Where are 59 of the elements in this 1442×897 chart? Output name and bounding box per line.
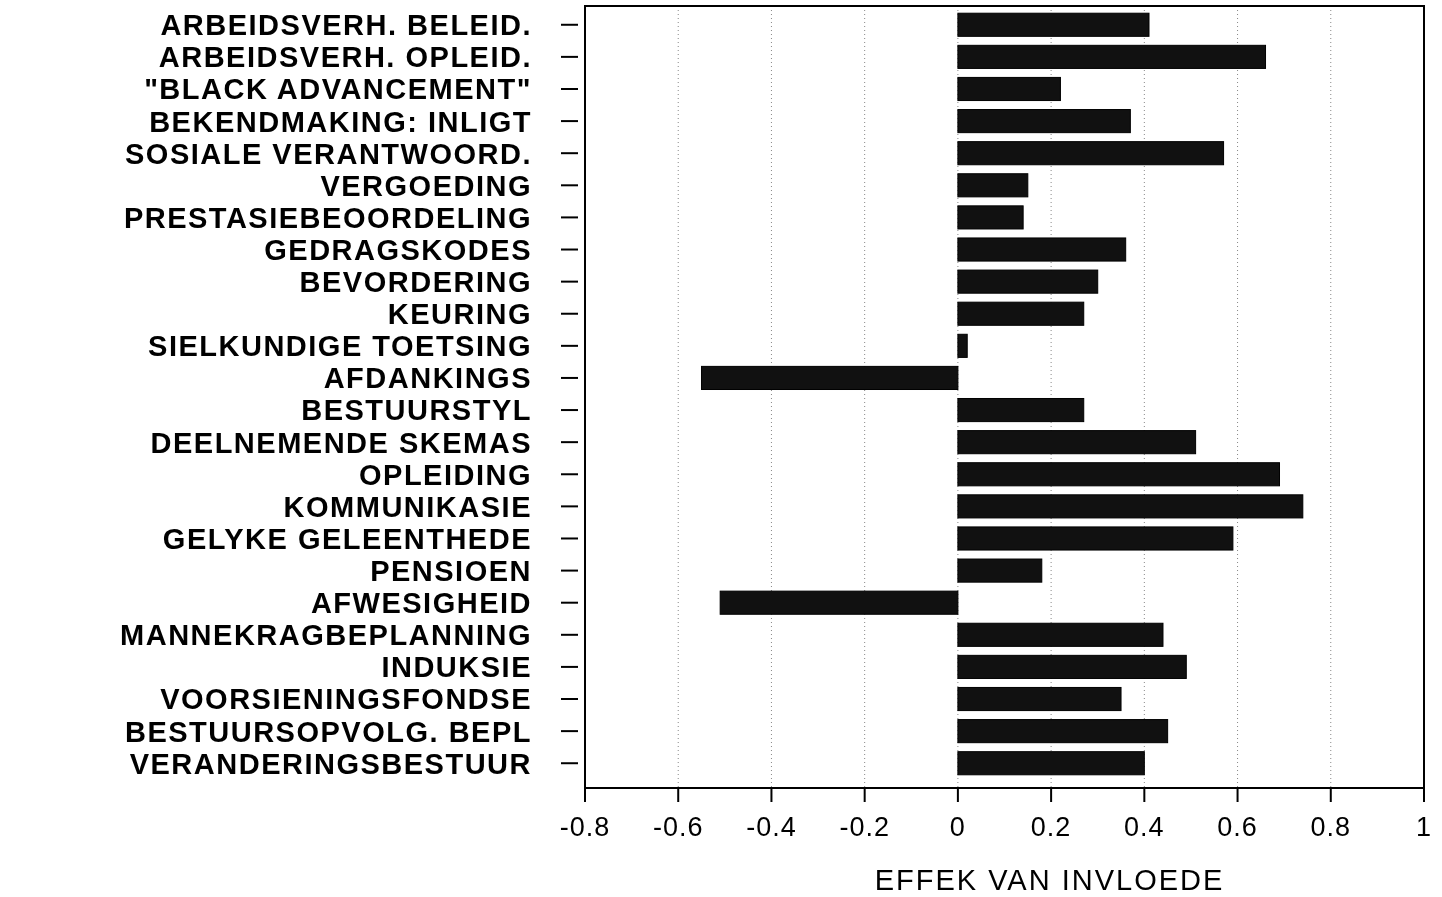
y-tick-label: BEVORDERING: [299, 266, 532, 299]
bar: [957, 173, 1029, 198]
bar: [957, 654, 1187, 679]
y-tick-label: KEURING: [387, 298, 532, 331]
y-tick-label: ARBEIDSVERH. OPLEID.: [158, 41, 532, 74]
y-tick-label: SOSIALE VERANTWOORD.: [124, 137, 532, 170]
bar: [957, 301, 1085, 326]
bar: [957, 109, 1131, 134]
bar: [701, 365, 959, 391]
bar: [957, 141, 1225, 166]
x-tick-label: 0.4: [1124, 812, 1165, 842]
x-axis-title: EFFEK VAN INVLOEDE: [874, 864, 1225, 896]
x-tick-label: 0.6: [1217, 812, 1258, 842]
x-tick-label: -0.6: [652, 812, 704, 842]
bar: [957, 398, 1085, 423]
y-tick-label: AFWESIGHEID: [310, 587, 532, 620]
bar: [957, 269, 1099, 294]
bar: [957, 237, 1127, 262]
y-tick-label: OPLEIDING: [358, 458, 532, 491]
bar: [957, 430, 1197, 455]
x-tick-label: 0: [949, 812, 966, 842]
bar: [957, 526, 1234, 551]
y-tick-label: KOMMUNIKASIE: [283, 490, 532, 523]
y-tick-label: GELYKE GELEENTHEDE: [162, 522, 532, 555]
y-tick-label: MANNEKRAGBEPLANNING: [120, 619, 532, 652]
y-tick-label: BEKENDMAKING: INLIGT: [149, 105, 532, 138]
bar: [957, 76, 1061, 102]
y-tick-label: VOORSIENINGSFONDSE: [160, 683, 532, 716]
bar: [957, 12, 1150, 37]
bar: [957, 719, 1169, 744]
x-tick-label: 0.8: [1310, 812, 1352, 842]
bar: [957, 622, 1164, 647]
bar: [957, 462, 1281, 487]
x-tick-label: -0.4: [746, 812, 797, 842]
y-tick-label: PRESTASIEBEOORDELING: [123, 201, 532, 234]
y-tick-label: BESTUURSTYL: [301, 394, 532, 427]
y-tick-label: DEELNEMENDE SKEMAS: [150, 426, 532, 459]
y-tick-label: INDUKSIE: [381, 651, 532, 684]
x-tick-label: 0.2: [1030, 812, 1072, 842]
x-tick-label: 1: [1415, 812, 1433, 842]
y-tick-label: "BLACK ADVANCEMENT": [144, 73, 532, 106]
y-tick-label: PENSIOEN: [370, 555, 532, 588]
bar: [957, 44, 1267, 69]
y-tick-label: AFDANKINGS: [323, 362, 532, 395]
y-tick-label: GEDRAGSKODES: [264, 233, 532, 266]
bar: [957, 333, 968, 358]
y-tick-label: ARBEIDSVERH. BELEID.: [160, 9, 532, 42]
bar: [957, 558, 1043, 583]
x-tick-label: -0.2: [839, 812, 890, 842]
bar: [957, 686, 1122, 712]
bar: [957, 205, 1024, 230]
y-tick-label: BESTUURSOPVOLG. BEPL: [124, 715, 532, 748]
bar: [957, 751, 1145, 776]
y-tick-label: VERANDERINGSBESTUUR: [129, 747, 532, 780]
bar: [719, 590, 959, 615]
x-tick-label: -0.8: [559, 812, 611, 842]
bar: [957, 494, 1304, 519]
y-tick-label: VERGOEDING: [320, 169, 532, 202]
y-tick-label: SIELKUNDIGE TOETSING: [148, 330, 532, 363]
